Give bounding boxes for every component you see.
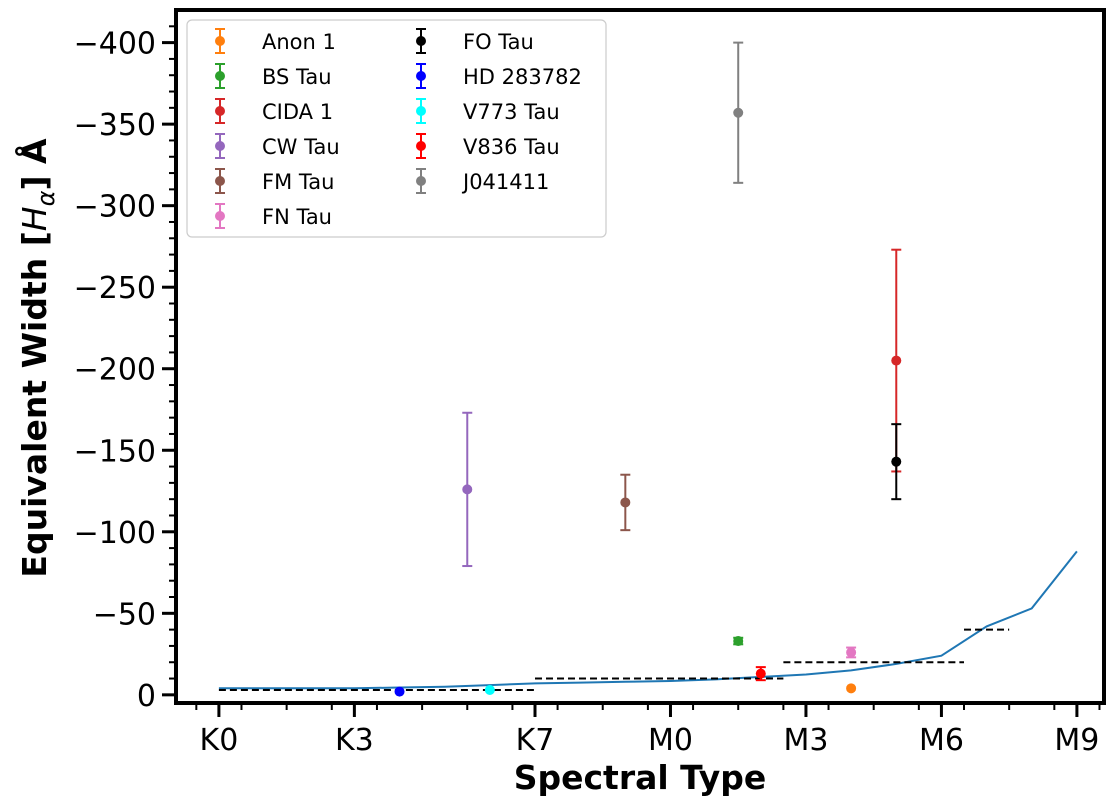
y-axis-title: Equivalent Width [Hα] Å [14,138,60,578]
marker-anon-1 [846,683,857,694]
y-tick-label-2: −100 [74,516,156,551]
legend-marker-bs-tau [215,71,225,81]
legend: Anon 1 BS Tau CIDA 1 CW Tau FM Tau FN Tau FO T… [186,19,607,238]
legend-label-fo-tau: FO Tau [463,30,534,54]
marker-cw-tau [462,484,473,495]
legend-entry-fn-tau: FN Tau [215,203,332,229]
x-tick-label-m6: M6 [919,723,964,758]
y-tick-label-7: −350 [74,108,156,143]
data-point-fn-tau [846,646,857,659]
data-point-anon-1 [846,683,857,694]
legend-marker-j041411 [416,176,426,186]
data-points [394,41,902,697]
y-tick-label-3: −150 [74,434,156,469]
y-axis-title-symbol: H [15,206,54,231]
y-tick-label-4: −200 [74,353,156,388]
legend-entry-cida-1: CIDA 1 [215,98,333,124]
legend-entry-anon-1: Anon 1 [215,28,336,54]
data-point-bs-tau [733,636,744,647]
legend-label-fn-tau: FN Tau [262,205,332,229]
legend-entry-hd-283782: HD 283782 [416,63,582,89]
threshold-curve [218,550,1078,690]
marker-hd-283782 [394,686,405,697]
data-point-hd-283782 [394,686,405,697]
legend-label-cw-tau: CW Tau [262,135,340,159]
legend-box [186,19,607,238]
marker-fn-tau [846,647,857,658]
y-tick-label-5: −250 [74,271,156,306]
legend-label-v836-tau: V836 Tau [463,135,560,159]
y-tick-label-8: −400 [74,27,156,62]
x-tick-label-m3: M3 [783,723,828,758]
data-point-cw-tau [462,411,473,568]
marker-fm-tau [620,497,631,508]
axis-ticks: K0 K3 K7 M0 M3 M6 M9 0 −50 −100 −150 −200 −250 −300 −3… [74,25,1101,758]
marker-bs-tau [733,636,744,647]
legend-marker-hd-283782 [416,71,426,81]
legend-entry-v836-tau: V836 Tau [416,133,560,159]
legend-marker-fn-tau [215,211,225,221]
plot-frame [174,8,1106,705]
legend-entry-fo-tau: FO Tau [416,28,534,54]
y-axis-title-suffix: ] Å [14,138,54,191]
x-tick-label-k7: K7 [516,723,555,758]
legend-label-fm-tau: FM Tau [262,170,334,194]
legend-label-v773-tau: V773 Tau [463,100,560,124]
legend-marker-v773-tau [416,106,426,116]
marker-j041411 [733,107,744,118]
legend-label-anon-1: Anon 1 [262,30,336,54]
legend-entry-fm-tau: FM Tau [215,168,334,194]
legend-label-cida-1: CIDA 1 [262,100,333,124]
legend-entry-v773-tau: V773 Tau [416,98,560,124]
data-point-v836-tau [755,666,766,682]
data-point-fo-tau [891,423,902,501]
x-tick-label-k0: K0 [200,723,239,758]
legend-marker-v836-tau [416,141,426,151]
legend-marker-fm-tau [215,176,225,186]
marker-v773-tau [484,684,495,695]
y-axis-title-subscript: α [32,190,60,206]
data-point-fm-tau [620,473,631,532]
legend-label-bs-tau: BS Tau [262,65,332,89]
x-tick-label-m0: M0 [648,723,693,758]
legend-label-hd-283782: HD 283782 [463,65,582,89]
legend-marker-cida-1 [215,106,225,116]
legend-label-j041411: J041411 [461,170,549,194]
data-point-j041411 [733,41,744,184]
dashed-segments [218,628,1010,691]
x-axis-title: Spectral Type [514,758,767,797]
x-tick-label-k3: K3 [335,723,374,758]
marker-cida-1 [891,355,902,366]
y-axis-title-prefix: Equivalent Width [ [15,231,54,577]
x-tick-label-m9: M9 [1054,723,1099,758]
curve-layer [218,550,1078,690]
legend-marker-fo-tau [416,36,426,46]
legend-entry-bs-tau: BS Tau [215,63,332,89]
data-point-v773-tau [484,684,495,695]
marker-v836-tau [755,668,766,679]
legend-entry-cw-tau: CW Tau [215,133,340,159]
legend-marker-cw-tau [215,141,225,151]
marker-fo-tau [891,456,902,467]
legend-entry-j041411: J041411 [416,168,549,194]
y-tick-label-6: −300 [74,190,156,225]
y-tick-label-1: −50 [93,597,156,632]
y-tick-label-0: 0 [137,679,156,714]
legend-marker-anon-1 [215,36,225,46]
